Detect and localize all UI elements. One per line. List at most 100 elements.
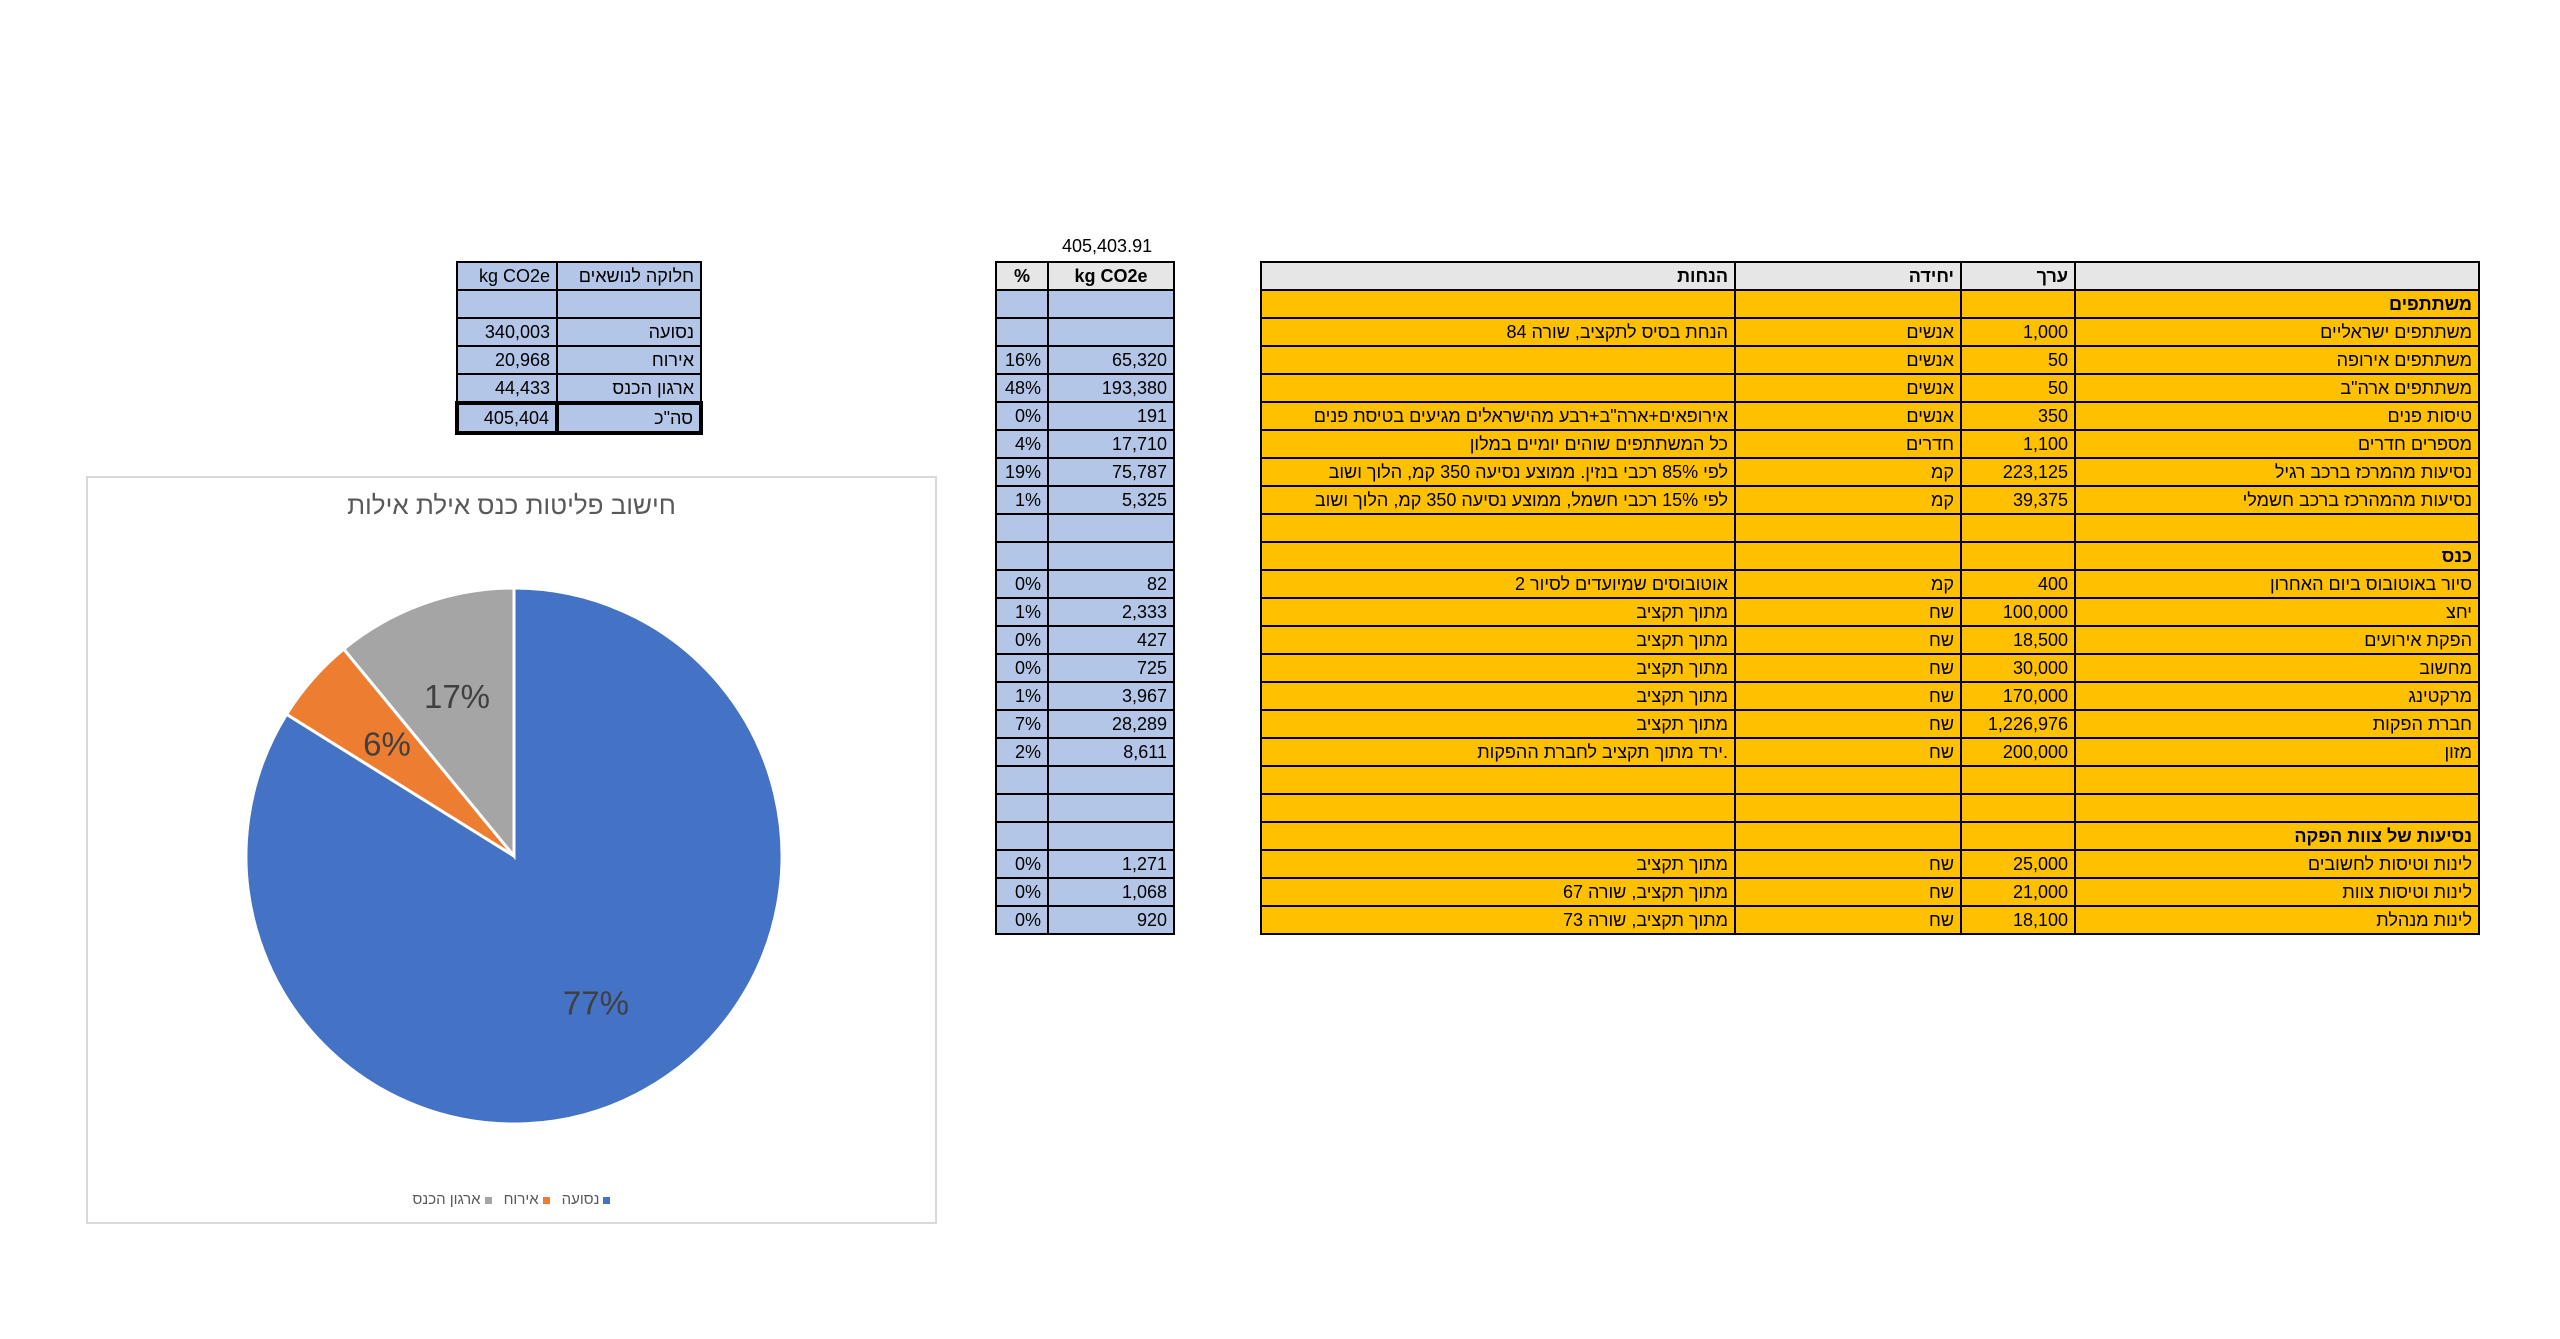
co2-row: 0% 1,271 xyxy=(995,849,1175,879)
assumption-row: אנשים 50 משתתפים אירופה xyxy=(1260,345,2480,375)
co2-kg: 725 xyxy=(1047,653,1175,683)
assumption-value xyxy=(1960,541,2076,571)
assumption-item: יחצ xyxy=(2074,597,2480,627)
main-header-item xyxy=(2074,261,2480,291)
summary-value: 44,433 xyxy=(456,373,558,404)
co2-row: 1% 5,325 xyxy=(995,485,1175,515)
assumption-row: כל המשתתפים שוהים יומיים במלון חדרים 1,100… xyxy=(1260,429,2480,459)
assumption-row: אנשים 50 משתתפים ארה"ב xyxy=(1260,373,2480,403)
assumption-unit: חדרים xyxy=(1734,429,1962,459)
assumption-value: 25,000 xyxy=(1960,849,2076,879)
co2-row: 0% 427 xyxy=(995,625,1175,655)
co2-pct: 1% xyxy=(995,681,1049,711)
legend-item: אירוח xyxy=(504,1191,550,1208)
assumption-row: מתוך תקציב שח 18,500 הפקת אירועים xyxy=(1260,625,2480,655)
co2-kg: 427 xyxy=(1047,625,1175,655)
assumption-unit: שח xyxy=(1734,709,1962,739)
assumption-notes: ירד מתוך תקציב לחברת ההפקות. xyxy=(1260,737,1736,767)
assumption-item: טיסות פנים xyxy=(2074,401,2480,431)
co2-kg: 28,289 xyxy=(1047,709,1175,739)
co2-row xyxy=(995,513,1175,543)
summary-row: 44,433 ארגון הכנס xyxy=(456,373,702,404)
co2-grand-total: 405,403.91 xyxy=(1062,236,1153,256)
assumption-item: מזון xyxy=(2074,737,2480,767)
co2-table: % kg CO2e 16% 65,320 48% 193,380 0% 191 4% 17,7… xyxy=(995,261,1175,935)
assumption-item: מספרים חדרים xyxy=(2074,429,2480,459)
assumption-notes xyxy=(1260,513,1736,543)
co2-pct xyxy=(995,765,1049,795)
co2-pct: 0% xyxy=(995,569,1049,599)
assumption-unit: שח xyxy=(1734,905,1962,935)
legend-swatch xyxy=(603,1196,611,1204)
summary-row xyxy=(456,289,702,319)
legend-label: אירוח xyxy=(503,1191,539,1208)
assumption-item: נסיעות מהמהרכז ברכב חשמלי xyxy=(2074,485,2480,515)
legend-item: ארגון הכנס xyxy=(413,1191,492,1208)
assumption-item xyxy=(2074,765,2480,795)
assumption-item: חברת הפקות xyxy=(2074,709,2480,739)
co2-pct: 0% xyxy=(995,401,1049,431)
assumption-item: נסיעות של צוות הפקה xyxy=(2074,821,2480,851)
co2-row: 1% 2,333 xyxy=(995,597,1175,627)
assumption-item: מחשוב xyxy=(2074,653,2480,683)
assumption-value: 50 xyxy=(1960,345,2076,375)
assumption-unit: אנשים xyxy=(1734,317,1962,347)
assumption-unit: שח xyxy=(1734,681,1962,711)
assumption-row: 2 אוטובוסים שמיועדים לסיור קמ 400 סיור באוט… xyxy=(1260,569,2480,599)
co2-header-kg: kg CO2e xyxy=(1047,261,1175,291)
assumption-unit: אנשים xyxy=(1734,401,1962,431)
assumption-unit: שח xyxy=(1734,653,1962,683)
assumption-value: 400 xyxy=(1960,569,2076,599)
assumption-unit xyxy=(1734,765,1962,795)
assumption-row: כנס xyxy=(1260,541,2480,571)
assumption-unit xyxy=(1734,793,1962,823)
co2-row: 0% 920 xyxy=(995,905,1175,935)
assumption-row: מתוך תקציב שח 25,000 לינות וטיסות לחשובים xyxy=(1260,849,2480,879)
co2-pct: 19% xyxy=(995,457,1049,487)
assumption-unit: קמ xyxy=(1734,457,1962,487)
co2-row: 0% 1,068 xyxy=(995,877,1175,907)
assumption-item: סיור באוטובוס ביום האחרון xyxy=(2074,569,2480,599)
assumption-row: מתוך תקציב שח 170,000 מרקטינג xyxy=(1260,681,2480,711)
co2-kg: 2,333 xyxy=(1047,597,1175,627)
assumption-row: משתתפים xyxy=(1260,289,2480,319)
assumption-value xyxy=(1960,793,2076,823)
assumption-value: 1,100 xyxy=(1960,429,2076,459)
co2-row xyxy=(995,289,1175,319)
assumption-notes: מתוך תקציב xyxy=(1260,597,1736,627)
assumption-row: הנחת בסיס לתקציב, שורה 84 אנשים 1,000 משתתפ… xyxy=(1260,317,2480,347)
summary-table: kg CO2e חלוקה לנושאים 340,003 נסועה 20,968… xyxy=(455,261,703,435)
summary-header-kg: kg CO2e xyxy=(456,261,558,291)
assumption-value: 1,000 xyxy=(1960,317,2076,347)
assumption-row: מתוך תקציב שח 100,000 יחצ xyxy=(1260,597,2480,627)
co2-row xyxy=(995,317,1175,347)
assumption-notes xyxy=(1260,345,1736,375)
summary-row: 20,968 אירוח xyxy=(456,345,702,375)
assumption-notes xyxy=(1260,289,1736,319)
co2-pct: 1% xyxy=(995,485,1049,515)
co2-pct: 1% xyxy=(995,597,1049,627)
co2-row xyxy=(995,765,1175,795)
co2-pct xyxy=(995,821,1049,851)
co2-pct: 0% xyxy=(995,877,1049,907)
co2-pct xyxy=(995,289,1049,319)
co2-kg: 1,068 xyxy=(1047,877,1175,907)
assumption-row xyxy=(1260,793,2480,823)
assumption-notes: כל המשתתפים שוהים יומיים במלון xyxy=(1260,429,1736,459)
chart-title: חישוב פליטות כנס אילת אילות xyxy=(347,490,676,520)
co2-kg xyxy=(1047,289,1175,319)
assumption-value: 18,500 xyxy=(1960,625,2076,655)
co2-row: 0% 725 xyxy=(995,653,1175,683)
summary-label: נסועה xyxy=(556,317,702,347)
summary-total-label: סה"כ xyxy=(555,401,703,435)
assumption-item: לינות מנהלת xyxy=(2074,905,2480,935)
assumption-unit xyxy=(1734,289,1962,319)
summary-label: ארגון הכנס xyxy=(556,373,702,404)
legend-swatch xyxy=(542,1196,550,1204)
assumption-value: 350 xyxy=(1960,401,2076,431)
legend-label: ארגון הכנס xyxy=(412,1191,481,1208)
main-header-notes: הנחות xyxy=(1260,261,1736,291)
pie-plot: 77% 6% 17% xyxy=(244,586,784,1126)
assumption-value: 170,000 xyxy=(1960,681,2076,711)
legend-item: נסועה xyxy=(562,1191,611,1208)
